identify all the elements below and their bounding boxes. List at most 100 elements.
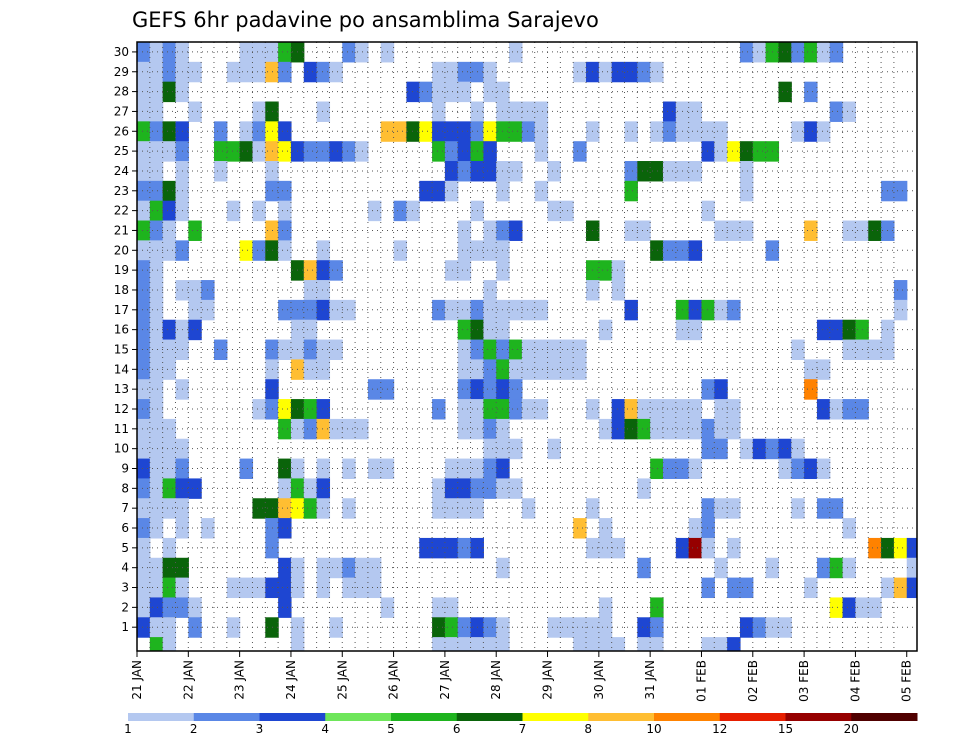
legend-swatch: [851, 713, 918, 721]
heatmap-cell-m20-t14: [316, 240, 331, 261]
heatmap-cell-m15-t0: [137, 339, 151, 360]
heatmap-cell-m11-t27: [483, 418, 497, 440]
legend-label: 4: [321, 722, 329, 736]
legend-label: 15: [778, 722, 793, 736]
legend-swatch: [785, 713, 852, 721]
heatmap-cell-m24-t6: [213, 161, 228, 182]
heatmap-cell-m15-t30: [521, 339, 536, 360]
heatmap-cell-m6-t43: [688, 518, 703, 539]
chart-title: GEFS 6hr padavine po ansamblima Sarajevo: [132, 8, 599, 32]
heatmap-cell-m10-t32: [547, 438, 561, 460]
heatmap-cell-m7-t25: [457, 498, 472, 519]
heatmap-cell-m21-t25: [457, 220, 472, 241]
heatmap-cell-m12-t27: [483, 399, 497, 420]
heatmap-cell-m20-t25: [457, 240, 472, 261]
heatmap-cell-m27-t43: [688, 101, 703, 122]
heatmap-cell-m17-t0: [137, 299, 151, 321]
heatmap-cell-m0-t45: [714, 637, 728, 651]
heatmap-cell-m21-t1: [149, 220, 164, 241]
y-tick-label: 27: [114, 104, 129, 118]
y-tick-label: 12: [114, 402, 129, 416]
heatmap-cell-m12-t39: [637, 399, 651, 420]
heatmap-cell-m26-t53: [816, 121, 831, 142]
heatmap-cell-m30-t54: [829, 42, 844, 63]
heatmap-cell-m9-t53: [816, 458, 831, 480]
heatmap-cell-m26-t20: [393, 121, 408, 142]
heatmap-cell-m26-t24: [444, 121, 459, 142]
y-tick-label: 26: [114, 124, 129, 138]
heatmap-cell-m10-t29: [509, 438, 523, 460]
heatmap-cell-m2-t40: [650, 597, 664, 618]
x-tick-label: 31 JAN: [643, 660, 657, 700]
heatmap-cell-m2-t57: [868, 597, 882, 618]
heatmap-cell-m29-t8: [239, 61, 254, 83]
heatmap-cell-m9-t50: [778, 458, 792, 480]
heatmap-cell-m29-t1: [149, 61, 164, 83]
heatmap-cell-m6-t36: [598, 518, 613, 539]
heatmap-cell-m3-t9: [252, 577, 266, 599]
heatmap-cell-m4-t53: [816, 557, 831, 579]
heatmap-cell-m26-t6: [213, 121, 228, 142]
heatmap-cell-m21-t2: [162, 220, 177, 241]
heatmap-cell-m15-t13: [303, 339, 318, 360]
heatmap-cell-m25-t16: [342, 141, 356, 162]
heatmap-cell-m21-t46: [727, 220, 741, 241]
heatmap-cell-m6-t0: [137, 518, 151, 539]
heatmap-cell-m0-t39: [637, 637, 651, 651]
heatmap-cell-m8-t4: [188, 478, 202, 499]
heatmap-cell-m29-t7: [226, 61, 241, 83]
heatmap-cell-m13-t18: [367, 379, 382, 400]
heatmap-cell-m6-t34: [573, 518, 587, 539]
heatmap-cell-m26-t31: [534, 121, 549, 142]
heatmap-cell-m1-t7: [226, 617, 241, 638]
heatmap-cell-m18-t14: [316, 280, 331, 301]
y-tick-label: 22: [114, 204, 129, 218]
heatmap-cell-m21-t29: [509, 220, 523, 241]
heatmap-cell-m21-t27: [483, 220, 497, 241]
heatmap-cell-m2-t55: [842, 597, 857, 618]
heatmap-cell-m12-t41: [662, 399, 677, 420]
heatmap-cell-m22-t1: [149, 200, 164, 222]
heatmap-cell-m10-t1: [149, 438, 164, 460]
heatmap-cell-m20-t11: [278, 240, 292, 261]
heatmap-cell-m0-t40: [650, 637, 664, 651]
y-tick-label: 21: [114, 223, 129, 237]
heatmap-cell-m18-t4: [188, 280, 202, 301]
heatmap-cell-m10-t48: [752, 438, 767, 460]
heatmap-cell-m20-t9: [252, 240, 266, 261]
x-tick-label: 28 JAN: [489, 660, 503, 700]
heatmap-cell-m12-t46: [727, 399, 741, 420]
legend-swatch: [193, 713, 260, 721]
heatmap-cell-m25-t14: [316, 141, 331, 162]
y-tick-label: 2: [121, 600, 129, 614]
heatmap-cell-m27-t29: [509, 101, 523, 122]
heatmap-cell-m25-t2: [162, 141, 177, 162]
heatmap-cell-m12-t31: [534, 399, 549, 420]
heatmap-cell-m12-t29: [509, 399, 523, 420]
heatmap-cell-m12-t0: [137, 399, 151, 420]
heatmap-cell-m21-t55: [842, 220, 857, 241]
heatmap-cell-m29-t24: [444, 61, 459, 83]
heatmap-cell-m7-t44: [701, 498, 715, 519]
heatmap-cell-m16-t2: [162, 319, 177, 341]
heatmap-cell-m0-t25: [457, 637, 472, 651]
heatmap-cell-m7-t30: [521, 498, 536, 519]
heatmap-cell-m20-t40: [650, 240, 664, 261]
heatmap-cell-m26-t0: [137, 121, 151, 142]
heatmap-cell-m8-t23: [432, 478, 446, 499]
heatmap-cell-m0-t24: [444, 637, 459, 651]
heatmap-cell-m17-t13: [303, 299, 318, 321]
heatmap-cell-m14-t0: [137, 359, 151, 380]
heatmap-cell-m5-t37: [611, 537, 626, 559]
heatmap-cell-m27-t14: [316, 101, 331, 122]
legend-label: 8: [584, 722, 592, 736]
heatmap-cell-m22-t20: [393, 200, 408, 222]
heatmap-cell-m9-t25: [457, 458, 472, 480]
heatmap-cell-m30-t52: [804, 42, 818, 63]
heatmap-cell-m24-t0: [137, 161, 151, 182]
heatmap-cell-m30-t8: [239, 42, 254, 63]
heatmap-cell-m14-t53: [816, 359, 831, 380]
heatmap-cell-m0-t46: [727, 637, 741, 651]
heatmap-cell-m23-t59: [893, 180, 908, 202]
heatmap-cell-m1-t34: [573, 617, 587, 638]
